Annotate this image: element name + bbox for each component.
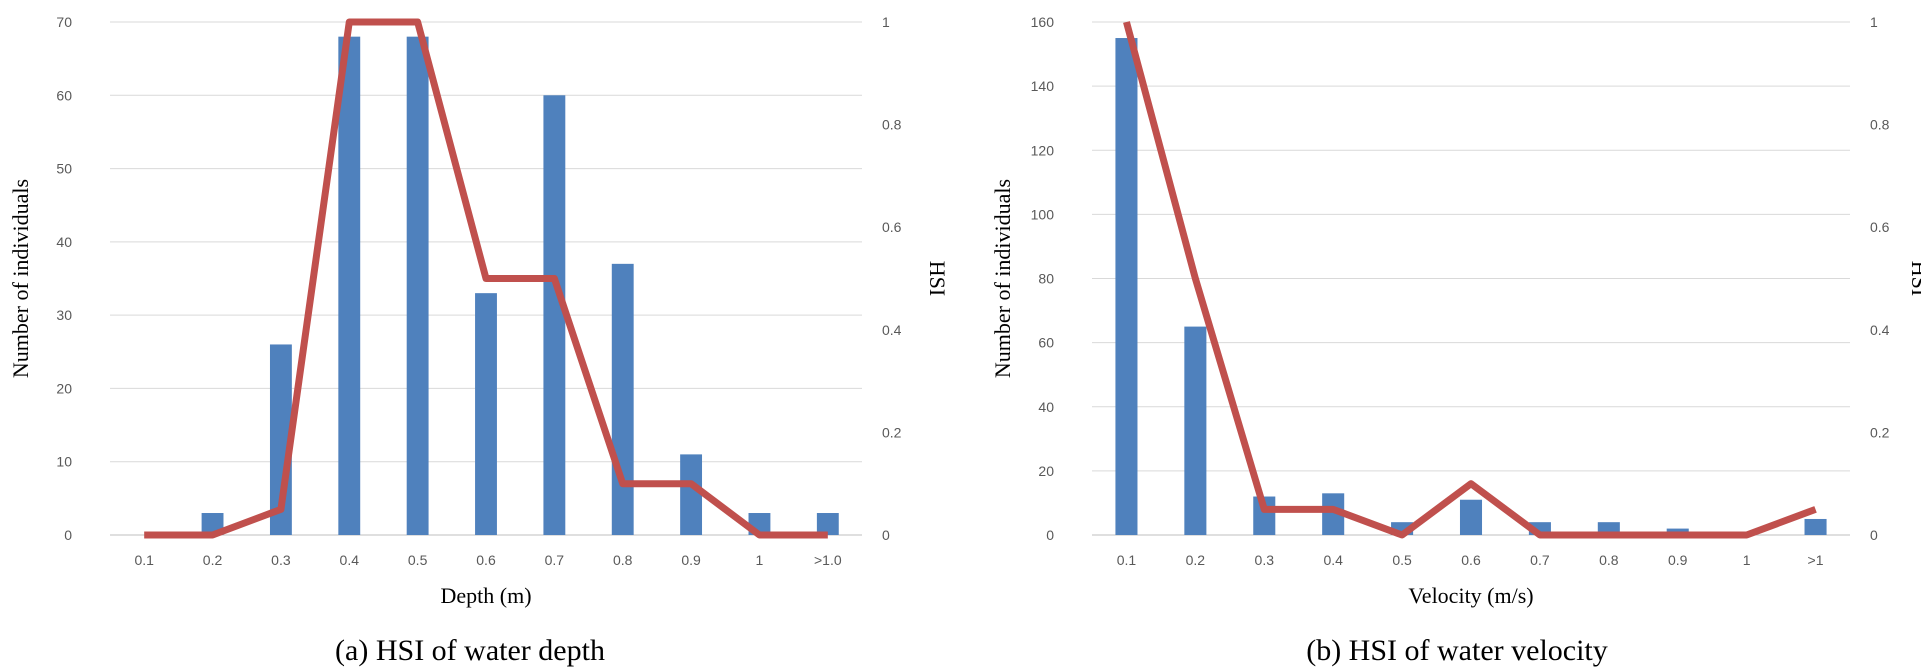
y2-tick-label: 1 [1870,14,1878,30]
y2-tick-label: 0 [1870,527,1878,543]
y2-tick-label: 0.8 [1870,117,1890,133]
y2-tick-label: 0.8 [882,117,902,133]
chart-water-depth: 0 10 20 30 40 50 60 70 0 0.2 0.4 0.6 0.8 1 0.1 0.2 0.3 0.… [8,14,950,667]
x-tick-label: 0.6 [1461,552,1481,568]
y-tick-label: 120 [1031,142,1055,158]
y-tick-label: 60 [1038,335,1054,351]
y2-tick-label: 0.4 [1870,322,1890,338]
y-tick-label: 40 [56,234,72,250]
y-tick-label: 40 [1038,399,1054,415]
x-tick-label: 0.5 [408,552,428,568]
y-axis-title: Number of individuals [990,179,1015,378]
bar [1322,493,1345,535]
y-tick-label: 20 [56,380,72,396]
x-tick-label: >1.0 [814,552,842,568]
y2-tick-label: 0.2 [882,424,902,440]
x-axis-title: Velocity (m/s) [1408,583,1533,608]
bar [611,263,634,535]
x-tick-label: 0.9 [1668,552,1688,568]
x-tick-label: 0.1 [1117,552,1137,568]
y-axis-title: Number of individuals [8,179,33,378]
bar [338,36,361,536]
bar [680,454,703,535]
y-tick-label: 60 [56,87,72,103]
bar [816,513,839,535]
y-tick-label: 0 [64,527,72,543]
x-tick-label: 0.4 [340,552,360,568]
chart-water-velocity: 0 20 40 60 80 100 120 140 160 0 0.2 0.4 0.6 0.8 1 0.1 0.… [990,14,1921,667]
y-tick-label: 100 [1031,206,1055,222]
y2-tick-label: 0.6 [1870,219,1890,235]
figure-caption: (b) HSI of water velocity [1306,634,1608,667]
x-tick-label: 0.7 [1530,552,1550,568]
bar [1459,499,1483,535]
bar [406,36,429,536]
y-tick-label: 0 [1046,527,1054,543]
bar [475,293,497,535]
y2-tick-label: 0.4 [882,322,902,338]
y-tick-label: 70 [56,14,72,30]
bar [543,95,566,536]
x-tick-label: 0.7 [545,552,565,568]
x-tick-label: 1 [756,552,764,568]
bar [1804,518,1827,535]
x-tick-label: 0.6 [476,552,496,568]
x-axis-title: Depth (m) [440,583,531,608]
x-tick-label: 0.5 [1392,552,1412,568]
y-tick-label: 80 [1038,271,1054,287]
hsi-line [1123,21,1817,539]
bar [1184,326,1207,535]
x-tick-label: 1 [1743,552,1751,568]
x-tick-label: 0.3 [1255,552,1275,568]
y-tick-label: 160 [1031,14,1055,30]
x-tick-label: 0.1 [134,552,154,568]
x-tick-label: 0.4 [1323,552,1343,568]
bar [1115,38,1138,535]
x-tick-label: >1 [1808,552,1824,568]
x-tick-label: 0.3 [271,552,291,568]
y-tick-label: 30 [56,307,72,323]
figure-caption: (a) HSI of water depth [335,634,605,667]
x-tick-label: 0.2 [1186,552,1206,568]
hsi-line [144,18,828,539]
y-tick-label: 140 [1031,78,1055,94]
x-tick-label: 0.2 [203,552,223,568]
y-tick-label: 20 [1038,463,1054,479]
y2-tick-label: 0 [882,527,890,543]
y-tick-label: 10 [56,454,72,470]
y2-tick-label: 0.6 [882,219,902,235]
y2-axis-title: HSI [925,261,950,296]
y-tick-label: 50 [56,161,72,177]
y2-tick-label: 1 [882,14,890,30]
y2-tick-label: 0.2 [1870,424,1890,440]
x-tick-label: 0.8 [1599,552,1619,568]
x-tick-label: 0.9 [681,552,701,568]
y2-axis-title: HSI [1907,261,1921,296]
x-tick-label: 0.8 [613,552,633,568]
